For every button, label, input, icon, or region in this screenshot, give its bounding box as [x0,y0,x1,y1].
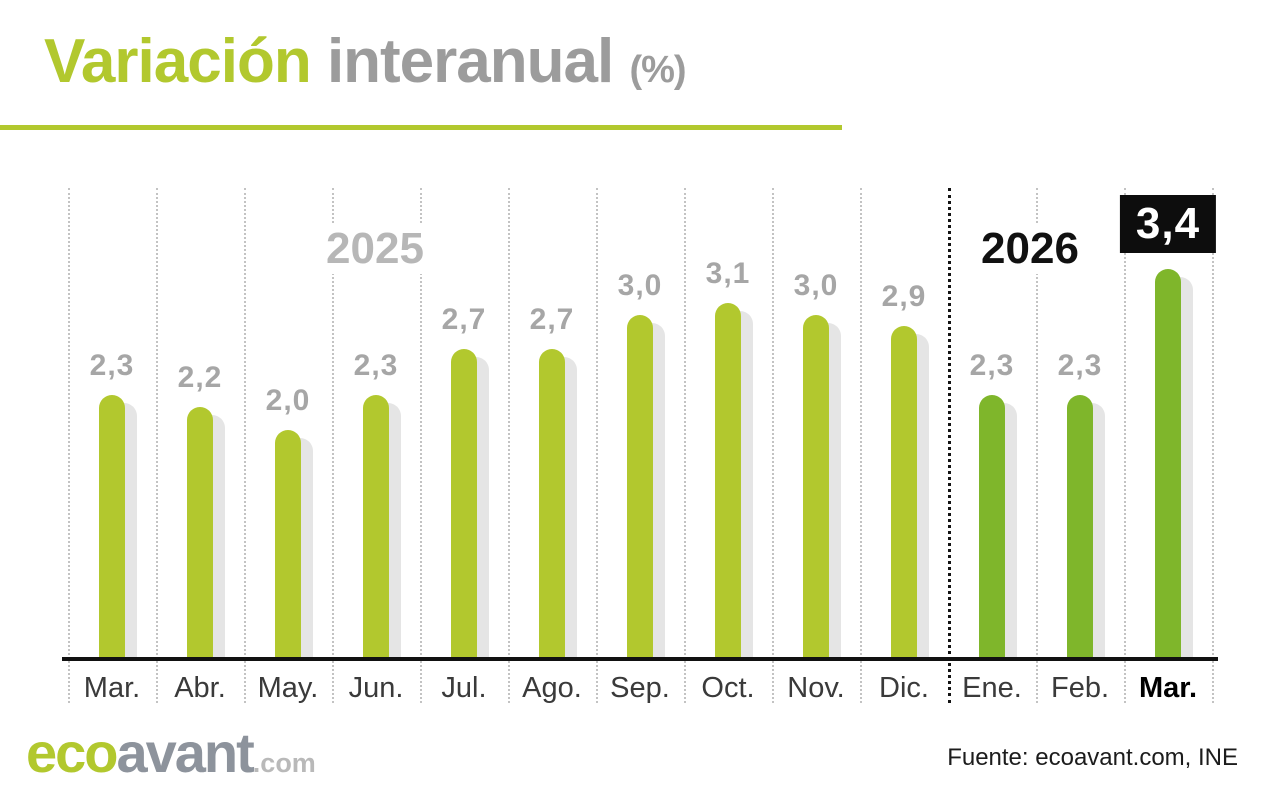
bar-mar [99,395,125,660]
bar-value-label: 2,0 [265,384,311,417]
gridline [420,188,422,703]
title-unit: (%) [629,49,686,91]
year-label-2025: 2025 [314,224,436,274]
bar-value-label: 3,0 [617,269,663,302]
month-label: Dic. [879,672,929,704]
bar-value-label: 2,7 [529,303,575,336]
bar-value-label: 2,9 [881,280,927,313]
gridline [156,188,158,703]
ecoavant-logo: ecoavant.com [26,720,316,785]
bar-abr [187,407,213,660]
title-underline [0,125,842,130]
logo-tld: .com [252,748,316,778]
gridline [244,188,246,703]
bar-value-label: 2,3 [969,349,1015,382]
logo-eco: eco [26,721,118,784]
bar-ene [979,395,1005,660]
bar-value-label: 3,0 [793,269,839,302]
logo-avant: avant [116,721,255,784]
month-label: Mar. [83,672,141,704]
source-credit: Fuente: ecoavant.com, INE [947,744,1238,771]
gridline [860,188,862,703]
month-label: Oct. [701,672,755,704]
gridline [68,188,70,703]
bar-value-label: 2,3 [1057,349,1103,382]
gridline [772,188,774,703]
month-label: Sep. [610,672,670,704]
gridline [1124,188,1126,703]
bar-nov [803,315,829,660]
bar-value-label: 2,7 [441,303,487,336]
bar-sep [627,315,653,660]
month-label: Feb. [1050,672,1110,704]
bar-jul [451,349,477,660]
bar-may [275,430,301,660]
month-label: Abr. [174,672,226,704]
bar-jun [363,395,389,660]
month-label: Ene. [962,672,1022,704]
bar-value-label: 2,2 [177,361,223,394]
bar-mar [1155,269,1181,660]
month-label: Ago. [522,672,582,704]
gridline [684,188,686,703]
gridline [1212,188,1214,703]
gridline [596,188,598,703]
title-highlight: Variación [44,27,312,96]
month-label: Mar. [1138,672,1198,704]
gridline [1036,188,1038,703]
highlight-value-label: 3,4 [1119,195,1217,253]
title-rest: interanual [326,27,614,96]
bar-value-label: 3,1 [705,257,751,290]
month-label: May. [257,672,319,704]
bar-ago [539,349,565,660]
month-label: Jun. [348,672,404,704]
bar-oct [715,303,741,660]
month-label: Nov. [787,672,845,704]
bar-value-label: 2,3 [89,349,135,382]
x-axis-line [62,657,1218,661]
bar-dic [891,326,917,660]
year-label-2026: 2026 [969,224,1091,274]
page-title: Variación interanual (%) [44,26,687,97]
gridline [508,188,510,703]
gridline [332,188,334,703]
year-separator-line [948,188,951,703]
month-label: Jul. [441,672,487,704]
bar-feb [1067,395,1093,660]
bar-value-label: 2,3 [353,349,399,382]
